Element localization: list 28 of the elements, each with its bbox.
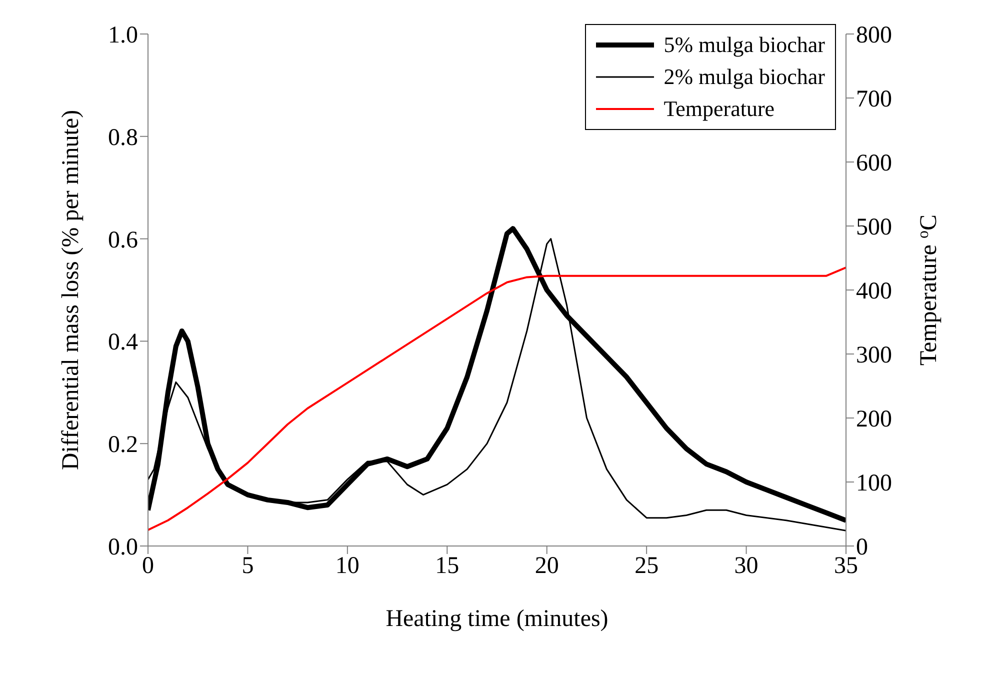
y2-tick-label: 500 xyxy=(856,214,892,241)
x-tick-label: 20 xyxy=(534,553,559,580)
x-tick-label: 10 xyxy=(335,553,360,580)
y2-tick-label: 800 xyxy=(856,22,892,49)
y2-tick-label: 700 xyxy=(856,86,892,113)
y-tick-label: 1.0 xyxy=(108,22,138,49)
x-tick-label: 35 xyxy=(834,553,858,580)
legend-label: 5% mulga biochar xyxy=(664,32,825,58)
y-tick-label: 0.4 xyxy=(108,330,138,356)
y-axis-title: Differential mass loss (% per minute) xyxy=(58,110,84,470)
y2-tick-label: 0 xyxy=(856,534,868,561)
y2-tick-label: 200 xyxy=(856,406,892,433)
legend-label: 2% mulga biochar xyxy=(664,64,825,90)
y-tick-label: 0.2 xyxy=(108,432,138,458)
x-axis-title: Heating time (minutes) xyxy=(386,606,608,632)
legend-label: Temperature xyxy=(664,96,775,122)
y-tick-label: 0.0 xyxy=(108,534,138,561)
x-tick-label: 15 xyxy=(435,553,460,580)
y2-tick-label: 100 xyxy=(856,470,892,497)
y2-tick-label: 600 xyxy=(856,150,892,177)
x-tick-label: 0 xyxy=(142,553,154,580)
y-tick-label: 0.8 xyxy=(108,124,138,151)
x-tick-label: 25 xyxy=(634,553,659,580)
x-tick-label: 5 xyxy=(242,553,254,580)
y2-tick-label: 300 xyxy=(856,342,892,369)
y-tick-label: 0.6 xyxy=(108,227,138,254)
x-tick-label: 30 xyxy=(734,553,758,580)
y2-tick-label: 400 xyxy=(856,278,892,305)
